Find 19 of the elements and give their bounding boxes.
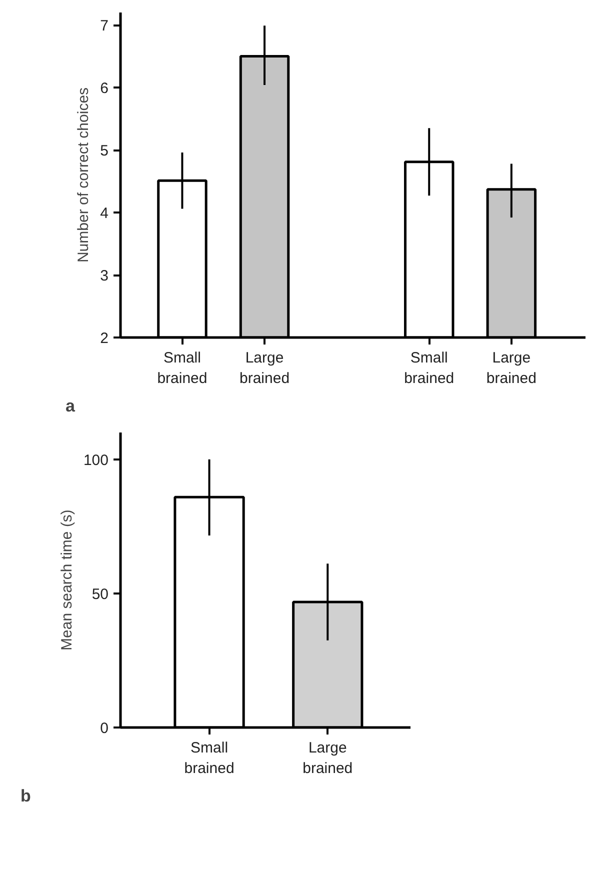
x-tick-label: Large brained bbox=[302, 740, 353, 777]
x-tick-label: Small brained bbox=[184, 740, 234, 777]
y-tick-label: 4 bbox=[100, 205, 108, 222]
y-tick-label: 100 bbox=[83, 452, 109, 469]
y-tick-label: 5 bbox=[100, 142, 108, 160]
x-tick-label: Small brained bbox=[404, 350, 454, 387]
text: b bbox=[20, 786, 31, 806]
y-axis-title: Mean search time (s) bbox=[58, 510, 76, 650]
y-axis-title: Number of correct choices bbox=[75, 87, 92, 263]
y-tick-label: 0 bbox=[100, 720, 108, 737]
y-tick-label: 3 bbox=[100, 268, 108, 284]
y-tick-label: 6 bbox=[100, 80, 108, 97]
x-tick-label: Large brained bbox=[240, 350, 290, 387]
y-tick-label: 2 bbox=[100, 330, 108, 347]
text: a bbox=[66, 396, 76, 416]
x-tick-label: Large brained bbox=[486, 350, 536, 387]
y-tick-label: 7 bbox=[100, 18, 108, 34]
y-tick-label: 50 bbox=[92, 586, 109, 603]
x-tick-label: Small brained bbox=[157, 350, 208, 387]
